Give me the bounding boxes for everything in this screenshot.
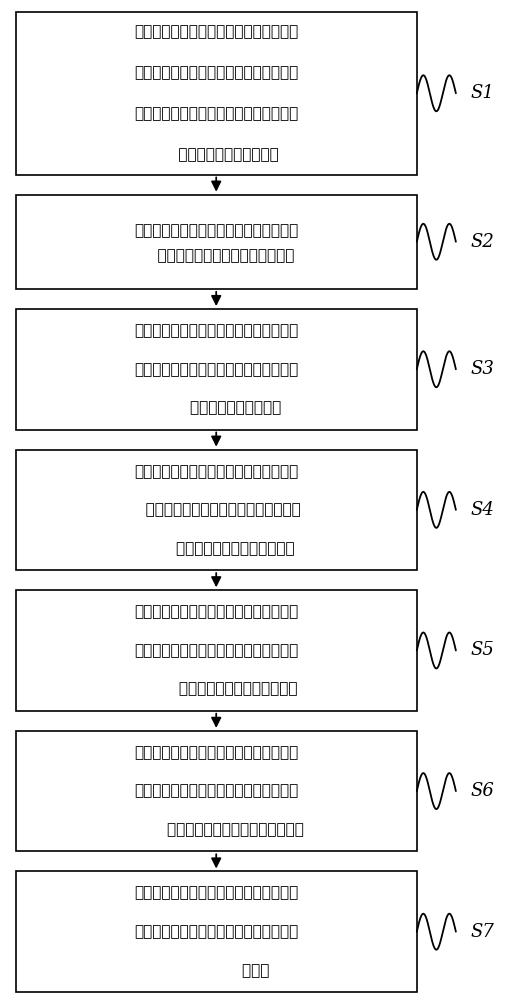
Text: 位置，记为第一故障点: 位置，记为第一故障点 [151,400,281,415]
Text: 根据行波滞后的锚段个数、行波波头经过: 根据行波滞后的锚段个数、行波波头经过 [134,745,299,760]
Text: 波监测终端，并在相邻的两个所述行波监: 波监测终端，并在相邻的两个所述行波监 [134,65,299,80]
Text: S5: S5 [470,641,494,659]
Bar [16,871,417,992]
Bar [16,590,417,711]
Text: 一个锚段后的滞后时长以及行波在线路上: 一个锚段后的滞后时长以及行波在线路上 [134,784,299,799]
Text: 根据行波的滞后位移，校正第一故障点的: 根据行波的滞后位移，校正第一故障点的 [134,886,299,901]
Bar [16,309,417,430]
Text: S1: S1 [470,84,494,102]
Text: 在接触网供电线路上间隔设置至少两个行: 在接触网供电线路上间隔设置至少两个行 [134,24,299,39]
Text: 根据所述下锚分支和上锚分支的长度、行: 根据所述下锚分支和上锚分支的长度、行 [134,604,299,619]
Bar [16,450,417,570]
Text: 当供电线路发生故障时，两个所述行波监: 当供电线路发生故障时，两个所述行波监 [134,223,299,238]
Text: 波在线路上的传输速度，计算得到行波波: 波在线路上的传输速度，计算得到行波波 [134,643,299,658]
Text: 距，得到行波滞后的锚段个数: 距，得到行波滞后的锚段个数 [138,541,295,556]
Text: 根据两个所述行波监测终端采集到高频暂: 根据两个所述行波监测终端采集到高频暂 [134,323,299,338]
Text: 包括下锚分支和上锚分支: 包括下锚分支和上锚分支 [154,148,279,163]
Text: 的传输速度，得到行波的滞后位移: 的传输速度，得到行波的滞后位移 [128,822,304,837]
Text: 测终端之间间隔设置若干锚段，所述锚段: 测终端之间间隔设置若干锚段，所述锚段 [134,106,299,121]
Text: 头经过一个锚段后的滞后时长: 头经过一个锚段后的滞后时长 [135,682,297,697]
Text: 故障点: 故障点 [164,963,269,978]
Text: 态行波波头的时间差，初步得到故障点的: 态行波波头的时间差，初步得到故障点的 [134,362,299,377]
Text: 终端的距离差、以及相邻两个锚段的间: 终端的距离差、以及相邻两个锚段的间 [131,502,301,517]
Bar [16,731,417,851]
Text: 位置，得到最终故障点的位置，记为第二: 位置，得到最终故障点的位置，记为第二 [134,924,299,939]
Text: S2: S2 [470,233,494,251]
Text: S7: S7 [470,923,494,941]
Text: S3: S3 [470,360,494,378]
Text: 根据所述第一故障点到两个所述行波监测: 根据所述第一故障点到两个所述行波监测 [134,464,299,479]
Text: 测终端采集线路上的高频暂态行波: 测终端采集线路上的高频暂态行波 [138,248,294,263]
Text: S4: S4 [470,501,494,519]
Text: S6: S6 [470,782,494,800]
Bar [16,195,417,289]
Bar [16,12,417,175]
